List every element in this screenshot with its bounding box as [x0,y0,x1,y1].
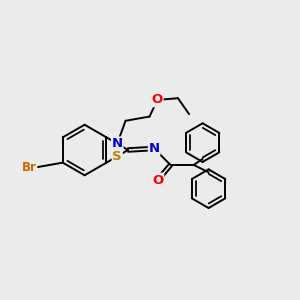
Text: O: O [152,94,163,106]
Text: Br: Br [22,160,37,174]
Text: N: N [148,142,160,155]
Text: S: S [112,150,122,163]
Text: O: O [152,173,164,187]
Text: N: N [112,137,123,150]
